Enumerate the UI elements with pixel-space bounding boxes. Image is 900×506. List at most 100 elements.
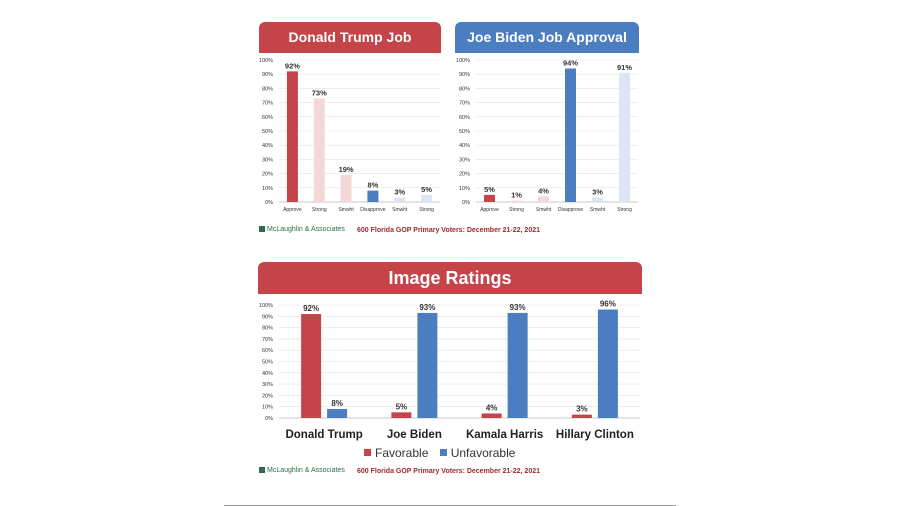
trump-ytick-label: 0% <box>265 200 273 206</box>
image-value-label: 93% <box>419 303 435 312</box>
image-ytick-label: 20% <box>262 393 273 399</box>
brand-name: McLaughlin & Associates <box>267 467 345 474</box>
legend-label-favorable: Favorable <box>375 446 429 460</box>
image-bar-unfavorable <box>597 309 618 418</box>
trump-ytick-label: 80% <box>262 86 273 92</box>
trump-category-label: Strong <box>419 207 434 213</box>
biden-bar <box>592 197 603 202</box>
trump-value-label: 5% <box>421 185 432 194</box>
image-category-label: Kamala Harris <box>466 429 543 441</box>
image-ratings-banner: Image Ratings <box>258 262 642 294</box>
image-value-label: 8% <box>331 399 343 408</box>
trump-ytick-label: 70% <box>262 101 273 107</box>
biden-ytick-label: 0% <box>462 200 470 206</box>
legend-swatch-favorable <box>364 449 371 456</box>
trump-value-label: 92% <box>285 61 300 70</box>
image-category-label: Donald Trump <box>285 429 362 441</box>
image-ratings-legend: Favorable Unfavorable <box>364 446 523 460</box>
trump-bar <box>367 190 379 202</box>
image-value-label: 3% <box>576 405 588 414</box>
biden-value-label: 3% <box>592 188 603 197</box>
biden-category-label: Strong <box>617 207 632 213</box>
image-ytick-label: 70% <box>262 337 273 343</box>
image-value-label: 5% <box>396 402 408 411</box>
image-ytick-label: 90% <box>262 314 273 320</box>
image-value-label: 4% <box>486 403 498 412</box>
image-ytick-label: 80% <box>262 326 273 332</box>
image-bar-unfavorable <box>327 408 348 418</box>
biden-value-label: 1% <box>511 191 522 200</box>
biden-ytick-label: 60% <box>459 115 470 121</box>
biden-category-label: Smwht <box>536 207 552 213</box>
trump-category-label: Disapprove <box>360 207 386 213</box>
trump-ytick-label: 10% <box>262 186 273 192</box>
trump-category-label: Approve <box>283 207 302 213</box>
trump-ytick-label: 20% <box>262 172 273 178</box>
trump-bar <box>394 197 406 202</box>
image-bar-unfavorable <box>507 312 528 418</box>
image-ytick-label: 60% <box>262 348 273 354</box>
biden-approval-title: Joe Biden Job Approval <box>467 29 627 45</box>
image-bar-favorable <box>391 412 412 418</box>
brand-logo-icon <box>259 226 265 232</box>
footer-note-bottom: 600 Florida GOP Primary Voters: December… <box>357 468 541 475</box>
trump-value-label: 73% <box>312 88 327 97</box>
trump-ytick-label: 30% <box>262 157 273 163</box>
image-ytick-label: 40% <box>262 371 273 377</box>
legend-item-favorable: Favorable <box>364 446 428 460</box>
trump-category-label: Strong <box>312 207 327 213</box>
trump-ytick-label: 50% <box>262 129 273 135</box>
biden-ytick-label: 80% <box>459 86 470 92</box>
trump-category-label: Smwht <box>338 207 354 213</box>
biden-approval-banner: Joe Biden Job Approval <box>455 22 639 53</box>
image-category-label: Joe Biden <box>387 429 442 441</box>
image-category-label: Hillary Clinton <box>556 429 634 441</box>
trump-bar <box>340 175 352 202</box>
image-ytick-label: 30% <box>262 382 273 388</box>
image-value-label: 93% <box>510 303 526 312</box>
biden-ytick-label: 100% <box>456 58 470 64</box>
biden-value-label: 4% <box>538 186 549 195</box>
biden-ytick-label: 10% <box>459 186 470 192</box>
trump-ytick-label: 100% <box>259 58 273 64</box>
footer-brand-bottom: McLaughlin & Associates <box>259 467 345 474</box>
brand-name: McLaughlin & Associates <box>267 226 345 233</box>
biden-category-label: Smwht <box>590 207 606 213</box>
image-bar-unfavorable <box>417 312 438 418</box>
biden-ytick-label: 90% <box>459 72 470 78</box>
trump-ytick-label: 40% <box>262 143 273 149</box>
trump-bar <box>286 71 298 202</box>
trump-ytick-label: 90% <box>262 72 273 78</box>
trump-approval-banner: Donald Trump Job Approval <box>259 22 441 76</box>
legend-swatch-unfavorable <box>439 449 447 456</box>
trump-bar <box>421 194 433 202</box>
image-value-label: 96% <box>600 300 616 309</box>
image-bar-favorable <box>481 413 502 418</box>
trump-category-label: Smwht <box>392 207 408 213</box>
trump-bar <box>313 98 325 202</box>
biden-value-label: 94% <box>563 59 578 68</box>
biden-ytick-label: 50% <box>459 129 470 135</box>
footer-note-top: 600 Florida GOP Primary Voters: December… <box>357 227 541 234</box>
biden-value-label: 91% <box>617 63 632 72</box>
brand-logo-icon <box>259 467 265 473</box>
biden-bar <box>538 196 549 202</box>
biden-value-label: 5% <box>484 185 495 194</box>
biden-bar <box>484 194 495 202</box>
biden-category-label: Strong <box>509 207 524 213</box>
image-bar-favorable <box>571 414 592 418</box>
biden-category-label: Approve <box>480 207 499 213</box>
biden-ytick-label: 20% <box>459 172 470 178</box>
image-bar-favorable <box>301 314 322 418</box>
trump-ytick-label: 60% <box>262 115 273 121</box>
biden-bar <box>565 68 576 203</box>
trump-value-label: 8% <box>367 181 378 190</box>
image-ytick-label: 0% <box>265 416 273 422</box>
trump-value-label: 3% <box>394 188 405 197</box>
trump-approval-title: Donald Trump Job Approval <box>288 29 412 76</box>
image-ytick-label: 50% <box>262 360 273 366</box>
biden-category-label: Disapprove <box>558 207 584 213</box>
image-ratings-title: Image Ratings <box>388 268 512 288</box>
biden-ytick-label: 40% <box>459 143 470 149</box>
